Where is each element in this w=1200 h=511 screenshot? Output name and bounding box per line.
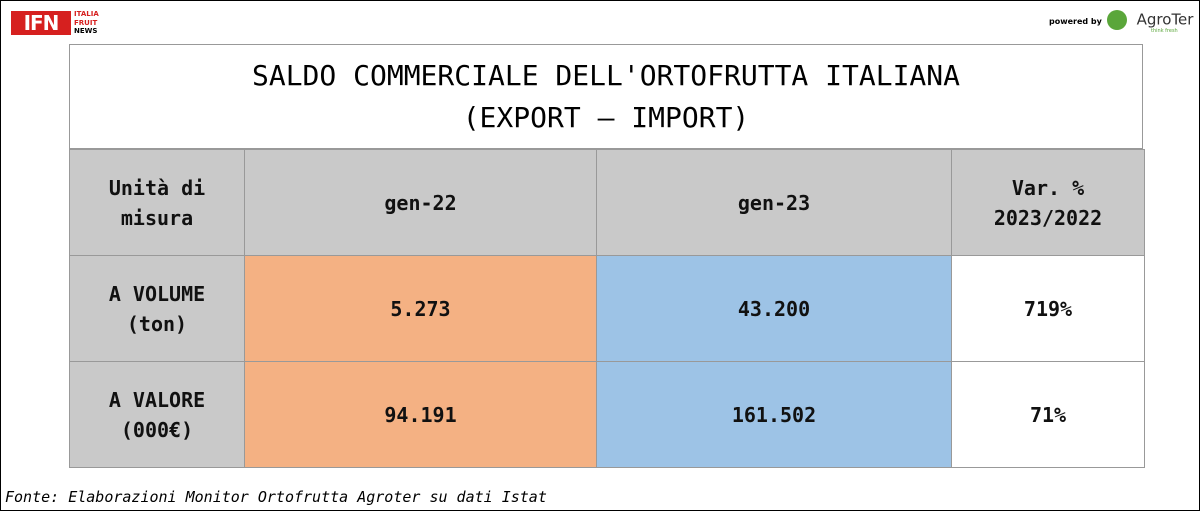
cell-text: misura <box>120 205 194 230</box>
table-cell: 43.200 <box>596 255 952 362</box>
logo-line: ITALIA <box>74 10 99 18</box>
table-cell: 5.273 <box>244 255 597 362</box>
table-cell: 161.502 <box>596 361 952 468</box>
source-note: Fonte: Elaborazioni Monitor Ortofrutta A… <box>5 488 547 506</box>
table-cell: 719% <box>951 255 1145 362</box>
logo-line: FRUIT <box>74 18 98 27</box>
header-cell: Var. % 2023/2022 <box>951 149 1145 256</box>
cell-text: (ton) <box>126 311 188 336</box>
cell-text: 719% <box>1023 296 1073 321</box>
logo-text: ITALIA FRUIT NEWS <box>74 10 99 36</box>
header-cell: gen-22 <box>244 149 597 256</box>
cell-text: 94.191 <box>384 402 457 427</box>
powered-by: powered by <box>1049 17 1102 26</box>
cell-text: A VALORE <box>108 387 206 412</box>
cell-text: 161.502 <box>731 402 817 427</box>
cell-text: Unità di <box>108 175 206 200</box>
table-cell: A VOLUME (ton) <box>69 255 245 362</box>
brand-tagline: think fresh <box>1151 28 1178 34</box>
table-cell: 94.191 <box>244 361 597 468</box>
cell-text: 5.273 <box>390 296 451 321</box>
logo-line: NEWS <box>74 27 98 35</box>
cell-text: Var. % <box>1011 175 1085 200</box>
logo-mark: IFN <box>11 11 71 35</box>
cell-text: 71% <box>1029 402 1067 427</box>
cell-text: 43.200 <box>737 296 811 321</box>
title-line: (EXPORT – IMPORT) <box>462 100 750 134</box>
cell-text: A VOLUME <box>108 281 206 306</box>
table-title: SALDO COMMERCIALE DELL'ORTOFRUTTA ITALIA… <box>69 44 1143 149</box>
cell-text: (000€) <box>120 417 194 442</box>
brand-name: AgroTer <box>1136 10 1194 29</box>
title-line: SALDO COMMERCIALE DELL'ORTOFRUTTA ITALIA… <box>251 58 960 92</box>
cell-text: gen-22 <box>384 190 457 215</box>
cell-text: 2023/2022 <box>993 205 1103 230</box>
table-cell: A VALORE (000€) <box>69 361 245 468</box>
header-cell: gen-23 <box>596 149 952 256</box>
cell-text: gen-23 <box>737 190 811 215</box>
header-cell: Unità di misura <box>69 149 245 256</box>
table-cell: 71% <box>951 361 1145 468</box>
brand-logo: AgroTer <box>1107 9 1193 30</box>
